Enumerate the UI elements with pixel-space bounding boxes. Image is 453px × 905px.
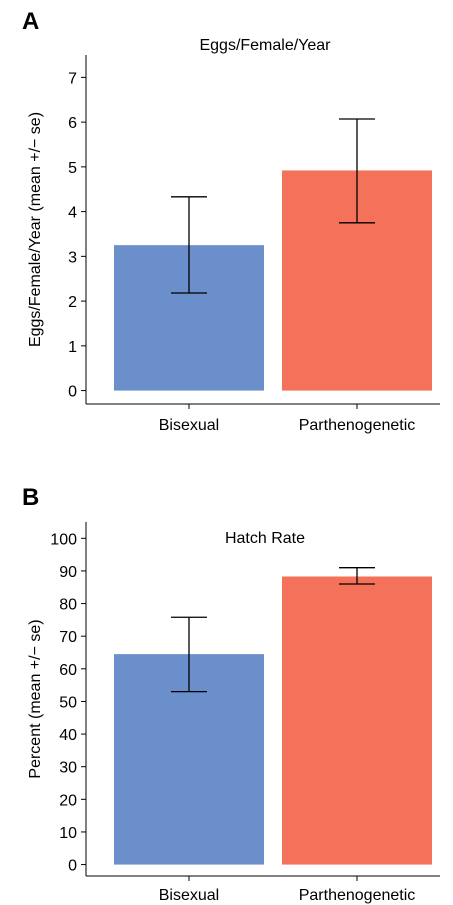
y-tick-label: 30	[59, 760, 77, 777]
y-tick-label: 0	[68, 384, 77, 401]
panel-b-letter: B	[22, 484, 40, 511]
panel-a-letter: A	[22, 8, 40, 35]
y-tick-label: 100	[50, 531, 77, 548]
y-tick-label: 50	[59, 694, 77, 711]
x-tick-label: Parthenogenetic	[299, 417, 416, 434]
y-tick-label: 10	[59, 825, 77, 842]
chart-title: Eggs/Female/Year	[199, 37, 331, 54]
y-tick-label: 7	[68, 70, 77, 87]
y-tick-label: 6	[68, 115, 77, 132]
x-tick-label: Parthenogenetic	[299, 887, 416, 904]
x-tick-label: Bisexual	[159, 417, 219, 434]
y-axis-label: Eggs/Female/Year (mean +/− se)	[27, 112, 44, 347]
y-tick-label: 70	[59, 629, 77, 646]
y-tick-label: 60	[59, 662, 77, 679]
y-tick-label: 40	[59, 727, 77, 744]
y-tick-label: 80	[59, 597, 77, 614]
y-tick-label: 90	[59, 564, 77, 581]
y-tick-label: 5	[68, 160, 77, 177]
y-axis-label: Percent (mean +/− se)	[27, 619, 44, 778]
chart-eggs-per-female: Eggs/Female/Year Eggs/Female/Year (mean +…	[27, 37, 440, 434]
y-tick-label: 4	[68, 205, 77, 222]
y-tick-label: 2	[68, 294, 77, 311]
chart-title: Hatch Rate	[225, 530, 305, 547]
y-tick-label: 3	[68, 249, 77, 266]
y-tick-label: 20	[59, 792, 77, 809]
y-tick-label: 1	[68, 339, 77, 356]
bar-parthenogenetic	[282, 576, 432, 865]
x-tick-label: Bisexual	[159, 887, 219, 904]
chart-hatch-rate: Hatch Rate Percent (mean +/− se) 0 10 20 30 40…	[27, 522, 440, 904]
y-tick-label: 0	[68, 858, 77, 875]
